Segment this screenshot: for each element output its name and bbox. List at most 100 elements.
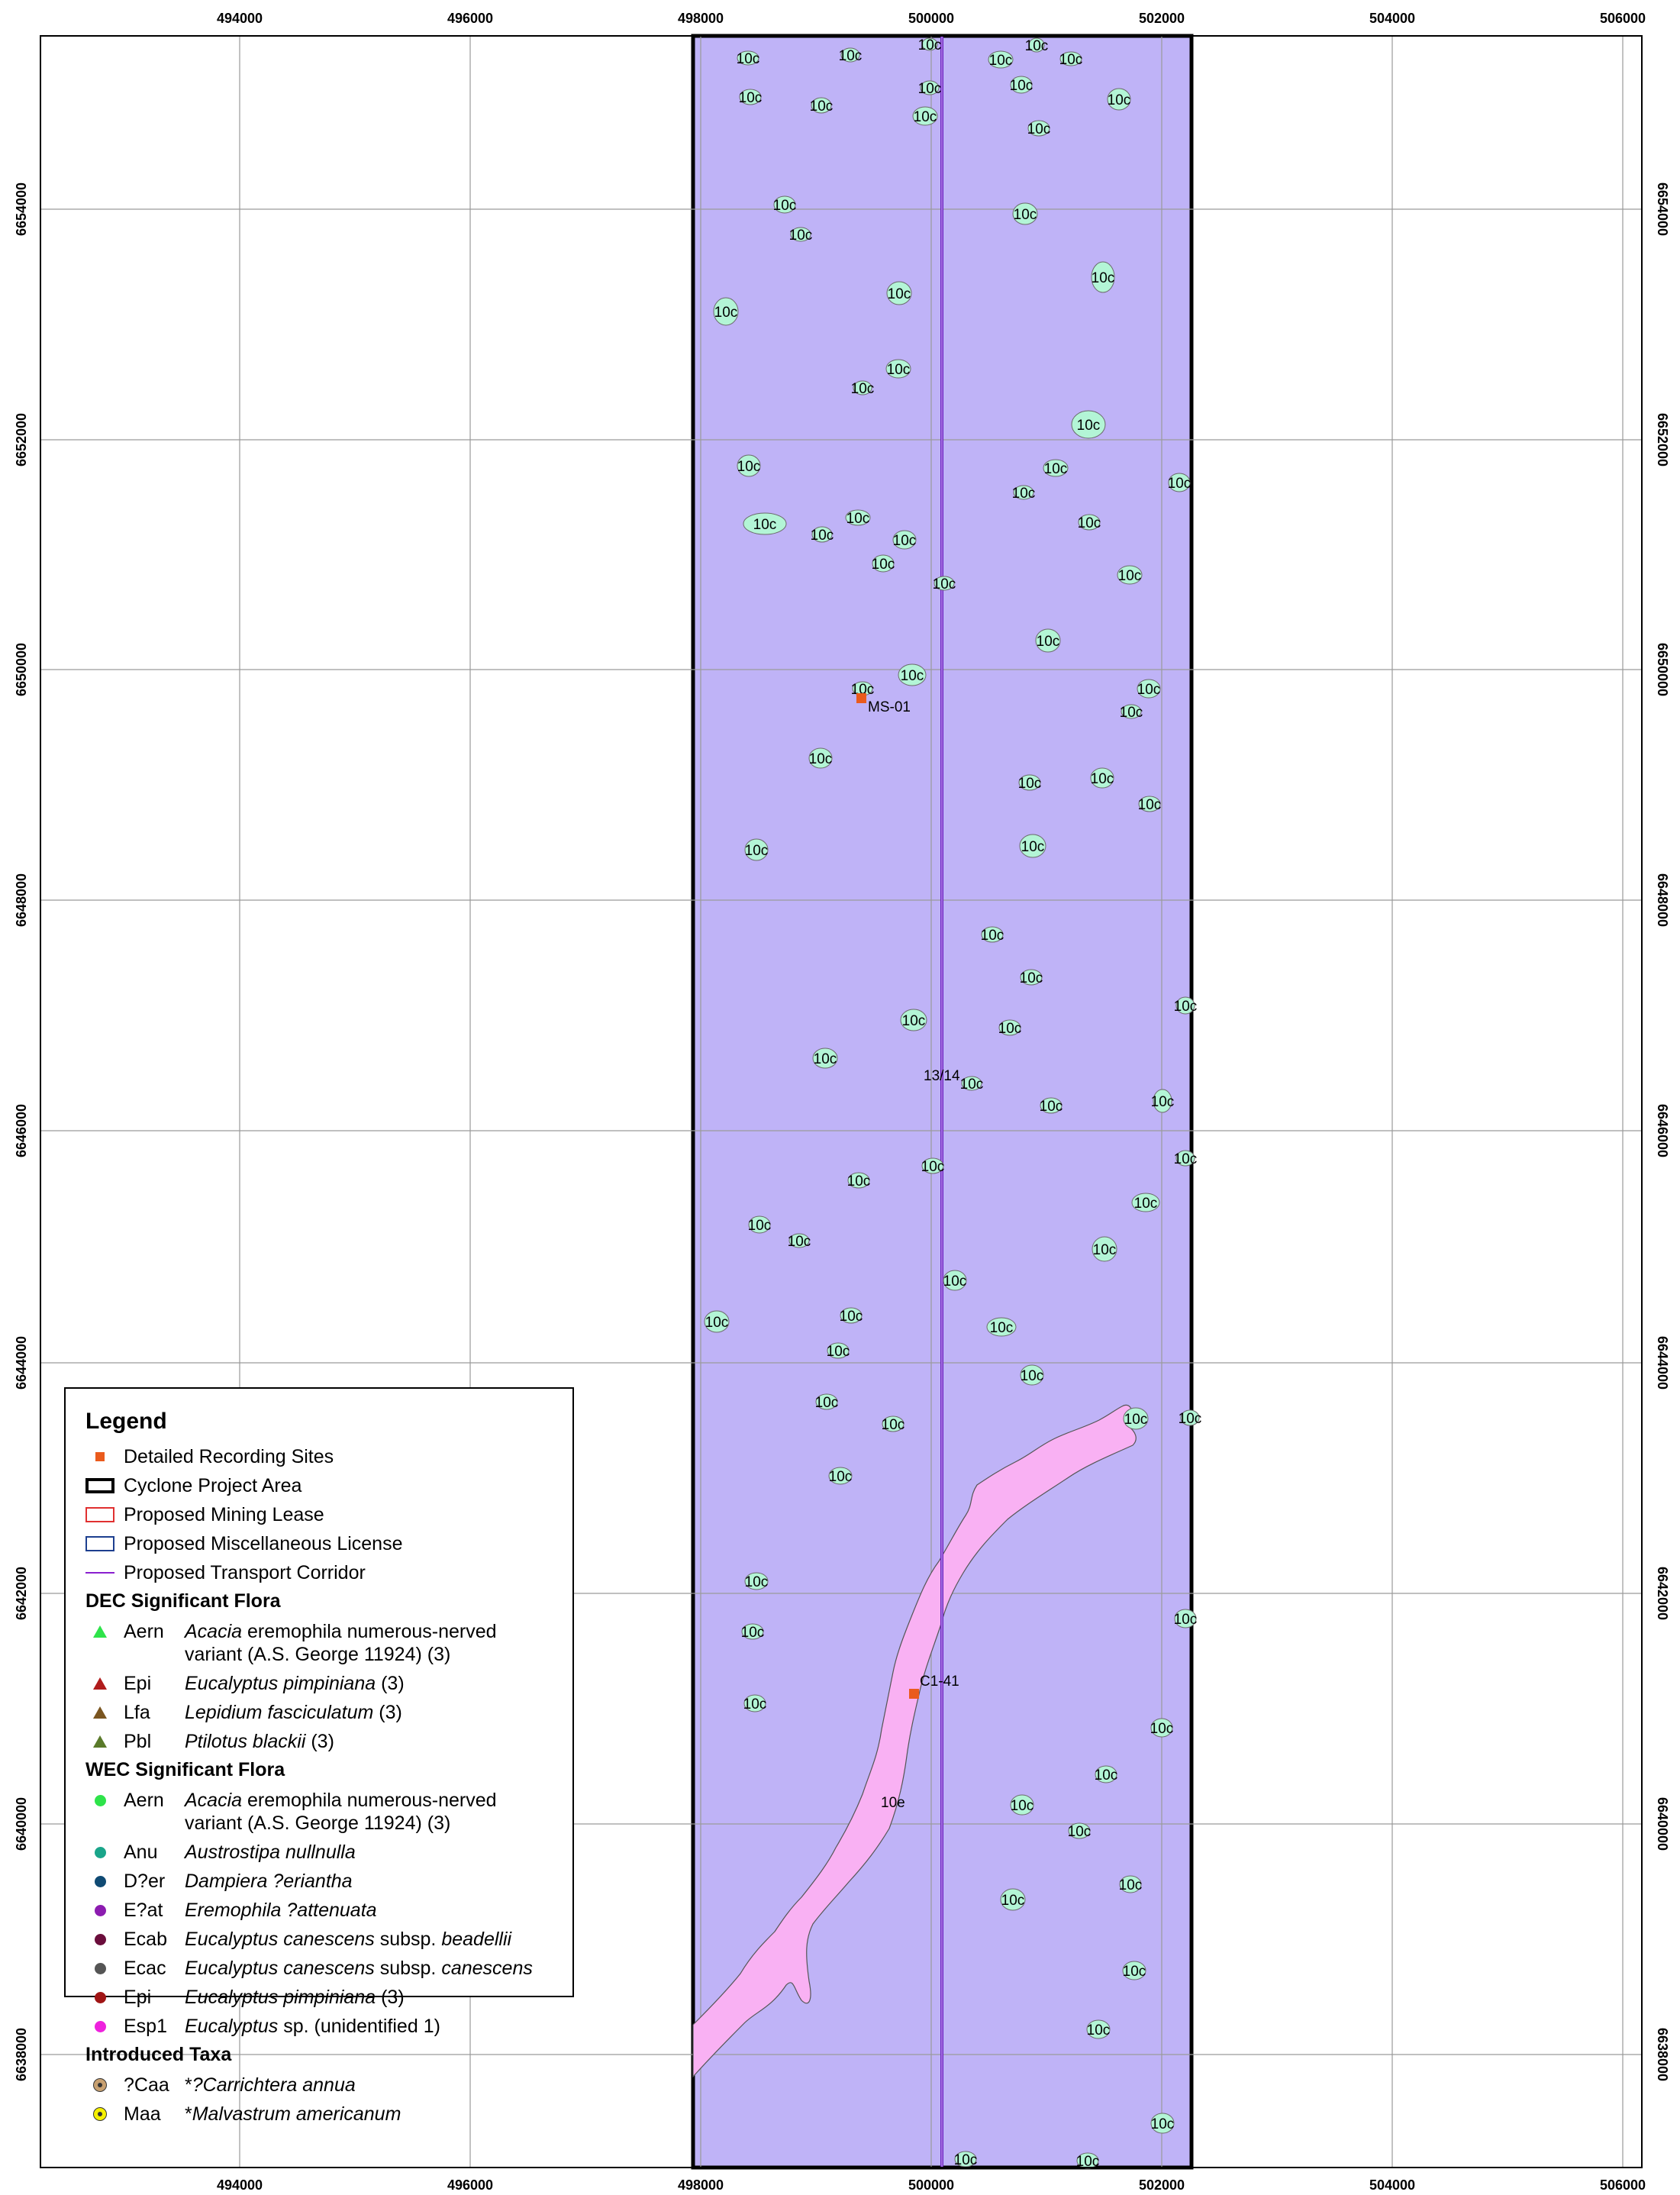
vegetation-10c-polygon[interactable]	[1138, 796, 1161, 812]
vegetation-10c-polygon[interactable]	[812, 1047, 838, 1069]
vegetation-10c-polygon[interactable]	[912, 106, 938, 126]
vegetation-10c-polygon[interactable]	[961, 1076, 982, 1091]
vegetation-10c-polygon[interactable]	[1040, 1097, 1062, 1114]
vegetation-10c-polygon[interactable]	[1013, 485, 1034, 500]
vegetation-10c-polygon[interactable]	[1020, 969, 1043, 986]
vegetation-10c-polygon[interactable]	[1153, 1089, 1172, 1113]
vegetation-10c-polygon[interactable]	[988, 50, 1014, 69]
vegetation-10c-polygon[interactable]	[808, 747, 833, 769]
vegetation-10c-polygon[interactable]	[1091, 261, 1115, 293]
vegetation-10c-polygon[interactable]	[1119, 1875, 1142, 1893]
vegetation-10c-polygon[interactable]	[1043, 459, 1069, 477]
vegetation-10c-polygon[interactable]	[790, 227, 811, 242]
vegetation-10c-polygon[interactable]	[1174, 1609, 1197, 1628]
vegetation-10c-polygon[interactable]	[1019, 834, 1046, 858]
vegetation-10c-polygon[interactable]	[1092, 1236, 1117, 1262]
vegetation-10c-polygon[interactable]	[739, 89, 762, 105]
vegetation-10c-polygon[interactable]	[1123, 1407, 1149, 1430]
vegetation-10c-polygon[interactable]	[885, 359, 911, 379]
vegetation-10c-polygon[interactable]	[1168, 473, 1191, 492]
vegetation-10c-polygon[interactable]	[998, 1019, 1021, 1036]
vegetation-10c-polygon[interactable]	[853, 380, 872, 395]
vegetation-10c-polygon[interactable]	[704, 1310, 730, 1333]
vegetation-10c-polygon[interactable]	[737, 454, 761, 477]
vegetation-10c-polygon[interactable]	[872, 554, 895, 573]
vegetation-10c-polygon[interactable]	[1095, 1765, 1117, 1783]
vegetation-10c-polygon[interactable]	[943, 1270, 967, 1291]
vegetation-10c-polygon[interactable]	[1137, 679, 1161, 699]
vegetation-10c-polygon[interactable]	[1027, 120, 1050, 137]
legend-item-code: Aern	[124, 1621, 164, 1642]
vegetation-10c-polygon[interactable]	[811, 97, 832, 114]
vegetation-10c-polygon[interactable]	[920, 80, 940, 95]
vegetation-10c-polygon[interactable]	[737, 50, 759, 66]
vegetation-10c-polygon[interactable]	[900, 1009, 927, 1031]
vegetation-10c-polygon[interactable]	[1150, 1718, 1173, 1738]
vegetation-10c-polygon[interactable]	[744, 1572, 769, 1590]
vegetation-10c-polygon[interactable]	[845, 509, 871, 526]
vegetation-10c-polygon[interactable]	[1122, 1961, 1146, 1980]
vegetation-10c-polygon[interactable]	[1020, 1364, 1044, 1386]
vegetation-10c-polygon[interactable]	[748, 1215, 771, 1234]
vegetation-10c-polygon[interactable]	[741, 1623, 764, 1640]
vegetation-10c-polygon[interactable]	[986, 1317, 1017, 1337]
vegetation-10c-polygon[interactable]	[1131, 1193, 1160, 1212]
vegetation-10c-polygon[interactable]	[1175, 1150, 1195, 1167]
vegetation-10c-polygon[interactable]	[827, 1342, 850, 1359]
vegetation-10c-polygon[interactable]	[1180, 1409, 1200, 1426]
vegetation-10c-label: 10c	[1025, 38, 1049, 54]
vegetation-10c-polygon[interactable]	[1012, 202, 1038, 225]
vegetation-10c-polygon[interactable]	[811, 526, 833, 543]
vegetation-unit-10e[interactable]	[692, 1404, 1137, 2078]
vegetation-10c-polygon[interactable]	[1150, 2113, 1175, 2134]
vegetation-10c-polygon[interactable]	[713, 297, 739, 326]
vegetation-10c-polygon[interactable]	[773, 195, 796, 214]
legend-item: Aern Acacia eremophila numerous-nerved va…	[85, 1789, 553, 1835]
vegetation-10c-label: 10c	[981, 928, 1004, 944]
legend-item-code: Esp1	[124, 2016, 167, 2037]
vegetation-10c-polygon[interactable]	[847, 1172, 870, 1189]
vegetation-10c-polygon[interactable]	[1018, 774, 1041, 791]
vegetation-10c-polygon[interactable]	[898, 663, 927, 686]
recording-site-c1-41[interactable]	[909, 1689, 919, 1699]
vegetation-10c-polygon[interactable]	[1086, 2019, 1111, 2039]
vegetation-10c-polygon[interactable]	[1175, 996, 1195, 1015]
vegetation-10c-label: 10c	[743, 1696, 767, 1712]
vegetation-10c-polygon[interactable]	[1059, 51, 1082, 66]
vegetation-10c-polygon[interactable]	[840, 47, 860, 63]
vegetation-10c-polygon[interactable]	[1010, 1794, 1034, 1816]
vegetation-10c-polygon[interactable]	[788, 1233, 810, 1248]
navy-dot-icon	[85, 1870, 114, 1893]
vegetation-10c-polygon[interactable]	[744, 838, 769, 861]
vegetation-10c-polygon[interactable]	[921, 1157, 944, 1174]
vegetation-10c-polygon[interactable]	[1117, 565, 1143, 585]
vegetation-10c-polygon[interactable]	[828, 1467, 853, 1485]
vegetation-10c-polygon[interactable]	[815, 1393, 838, 1410]
vegetation-10c-polygon[interactable]	[1068, 1822, 1091, 1839]
vegetation-10c-polygon[interactable]	[981, 926, 1004, 943]
legend-item-code: Ecab	[124, 1929, 167, 1950]
vegetation-10c-polygon[interactable]	[934, 576, 955, 591]
vegetation-10c-polygon[interactable]	[921, 37, 938, 51]
vegetation-10c-polygon[interactable]	[1078, 514, 1101, 531]
vegetation-10c-polygon[interactable]	[882, 1415, 904, 1432]
vegetation-10c-polygon[interactable]	[1035, 628, 1061, 653]
vegetation-10c-polygon[interactable]	[1121, 704, 1142, 719]
vegetation-10c-polygon[interactable]	[886, 281, 912, 305]
vegetation-10c-polygon[interactable]	[743, 512, 787, 535]
vegetation-10c-polygon[interactable]	[1090, 767, 1114, 789]
recording-site-ms-01[interactable]	[856, 693, 866, 703]
top-easting-tick-494000: 494000	[217, 11, 263, 26]
vegetation-10c-polygon[interactable]	[1028, 37, 1045, 53]
legend-item: Epi Eucalyptus pimpiniana (3)	[85, 1986, 553, 2009]
legend-item: Proposed Miscellaneous License	[85, 1532, 553, 1555]
vegetation-10c-polygon[interactable]	[1010, 76, 1033, 94]
vegetation-10c-polygon[interactable]	[1107, 88, 1131, 111]
vegetation-10c-polygon[interactable]	[743, 1694, 766, 1712]
vegetation-10c-label: 10c	[753, 517, 777, 533]
vegetation-10c-polygon[interactable]	[840, 1307, 863, 1324]
vegetation-10c-polygon[interactable]	[1000, 1888, 1026, 1911]
vegetation-10c-polygon[interactable]	[1071, 410, 1106, 439]
vegetation-10c-polygon[interactable]	[892, 530, 917, 550]
legend-dec-flora: Aern Acacia eremophila numerous-nerved va…	[85, 1620, 553, 1753]
